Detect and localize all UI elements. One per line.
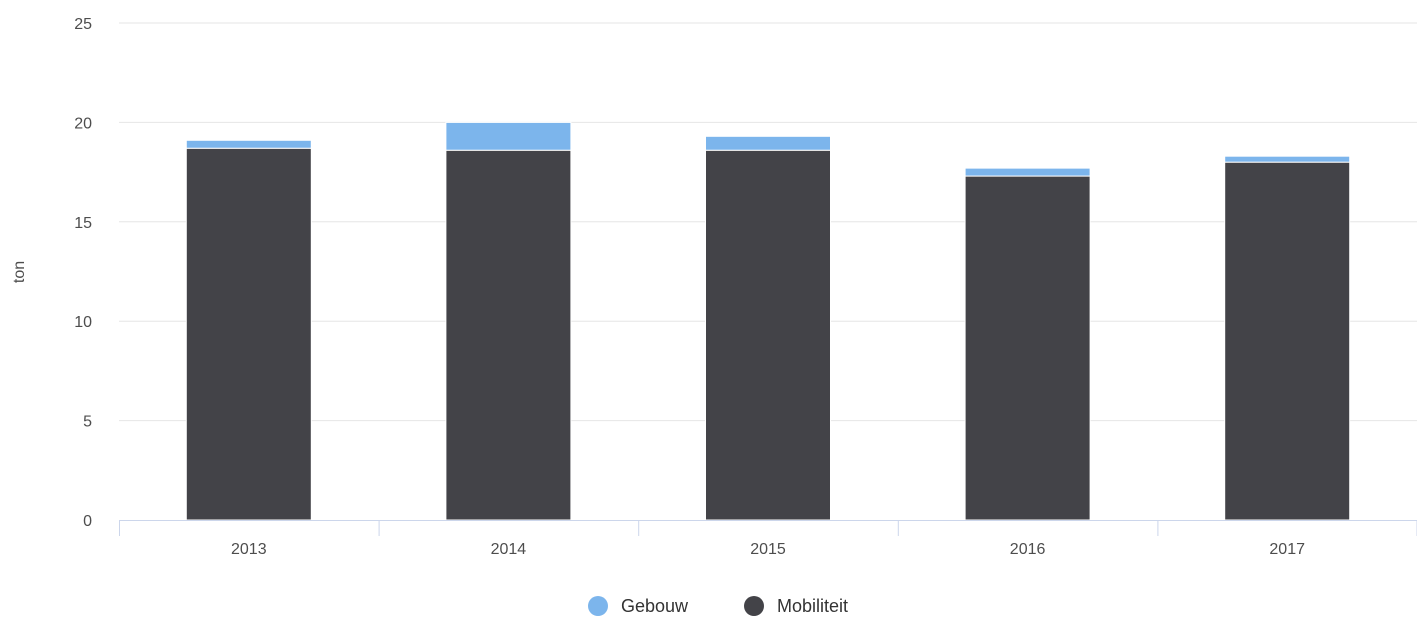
y-tick-label: 10 bbox=[74, 314, 92, 331]
y-tick-label: 15 bbox=[74, 215, 92, 232]
bar-gebouw-2014[interactable] bbox=[445, 121, 572, 151]
x-tick-label: 2014 bbox=[491, 541, 527, 558]
legend: Gebouw Mobiliteit bbox=[588, 596, 848, 616]
bar-gebouw-2015[interactable] bbox=[705, 135, 831, 151]
y-tick-label: 25 bbox=[74, 16, 92, 33]
bar-gebouw-2016[interactable] bbox=[964, 167, 1091, 177]
x-tick-label: 2013 bbox=[231, 541, 267, 558]
legend-marker bbox=[588, 596, 608, 616]
y-axis-tick-labels: 0 5 10 15 20 25 bbox=[74, 16, 92, 530]
x-axis bbox=[119, 520, 1417, 536]
legend-item-gebouw[interactable]: Gebouw bbox=[588, 596, 689, 616]
x-tick-label: 2015 bbox=[750, 541, 786, 558]
y-tick-label: 20 bbox=[74, 115, 92, 132]
bar-mobiliteit-2015[interactable] bbox=[705, 149, 831, 521]
x-tick-label: 2016 bbox=[1010, 541, 1046, 558]
bar-mobiliteit-2014[interactable] bbox=[445, 149, 572, 521]
bar-mobiliteit-2013[interactable] bbox=[185, 147, 312, 521]
legend-label: Mobiliteit bbox=[777, 596, 848, 616]
bar-mobiliteit-2017[interactable] bbox=[1224, 161, 1351, 521]
x-tick-label: 2017 bbox=[1269, 541, 1305, 558]
legend-item-mobiliteit[interactable]: Mobiliteit bbox=[744, 596, 848, 616]
y-tick-label: 5 bbox=[83, 414, 92, 431]
bar-gebouw-2017[interactable] bbox=[1224, 155, 1351, 163]
bar-mobiliteit-2016[interactable] bbox=[964, 175, 1091, 521]
x-axis-tick-labels: 2013 2014 2015 2016 2017 bbox=[231, 541, 1305, 558]
legend-label: Gebouw bbox=[621, 596, 689, 616]
bar-gebouw-2013[interactable] bbox=[185, 139, 312, 149]
y-tick-label: 0 bbox=[83, 513, 92, 530]
legend-marker bbox=[744, 596, 764, 616]
y-axis-title: ton bbox=[11, 261, 28, 283]
bars bbox=[185, 121, 1351, 521]
